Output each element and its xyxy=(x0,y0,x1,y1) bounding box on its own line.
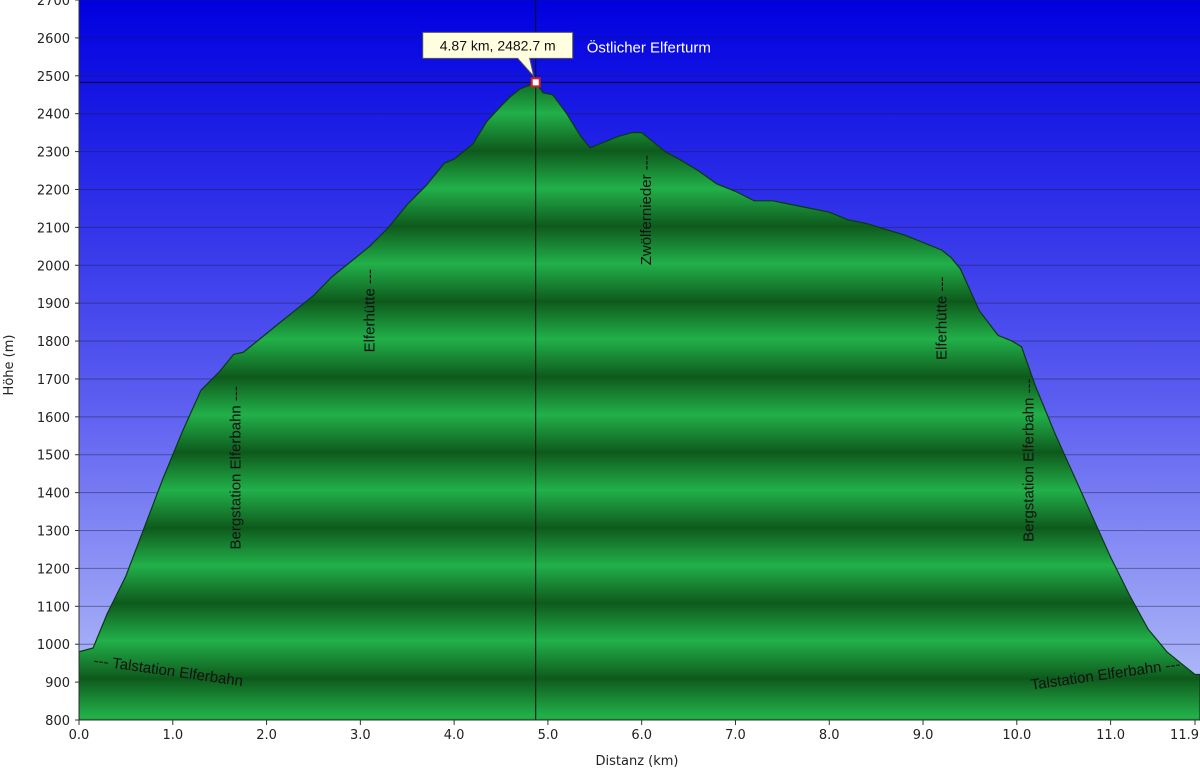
tooltip-box xyxy=(422,31,574,79)
y-tick-label: 1200 xyxy=(37,562,70,577)
x-tick-label: 0.0 xyxy=(69,728,90,743)
waypoint-label: Elferhütte --- xyxy=(361,269,378,352)
y-tick-label: 1000 xyxy=(37,638,70,653)
y-tick-label: 1800 xyxy=(37,335,70,350)
y-tick-label: 2300 xyxy=(37,146,70,161)
tooltip-text: 4.87 km, 2482.7 m xyxy=(440,37,556,53)
y-tick-label: 2100 xyxy=(37,221,70,236)
y-axis-label: Höhe (m) xyxy=(2,335,17,396)
y-tick-label: 800 xyxy=(45,714,70,729)
y-tick-label: 2600 xyxy=(37,32,70,47)
y-tick-label: 2400 xyxy=(37,108,70,123)
peak-marker[interactable] xyxy=(530,77,541,88)
x-tick-label: 11.9 xyxy=(1170,728,1199,743)
waypoint-label: Zwölfernieder --- xyxy=(638,155,655,265)
peak-label: Östlicher Elferturm xyxy=(587,38,711,56)
waypoint-label: Bergstation Elferbahn --- xyxy=(227,386,244,549)
x-axis-label: Distanz (km) xyxy=(596,754,679,769)
y-tick-label: 2700 xyxy=(37,0,70,9)
x-tick-label: 10.0 xyxy=(1002,728,1031,743)
x-tick-label: 6.0 xyxy=(631,728,652,743)
x-tick-label: 5.0 xyxy=(538,728,559,743)
waypoint-label: Elferhütte --- xyxy=(934,277,951,360)
x-tick-label: 1.0 xyxy=(162,728,183,743)
x-tick-label: 8.0 xyxy=(819,728,840,743)
y-tick-label: 2200 xyxy=(37,183,70,198)
y-tick-label: 1700 xyxy=(37,373,70,388)
x-tick-label: 3.0 xyxy=(350,728,371,743)
x-tick-label: 9.0 xyxy=(913,728,934,743)
y-tick-label: 1100 xyxy=(37,600,70,615)
y-tick-label: 2000 xyxy=(37,259,70,274)
y-tick-label: 900 xyxy=(45,676,70,691)
x-axis-ticks: 0.0 1.0 2.0 3.0 4.0 5.0 6.0 7.0 8.0 9.0 10.0 11.0 11… xyxy=(69,720,1199,743)
y-tick-label: 1300 xyxy=(37,525,70,540)
y-tick-label: 1400 xyxy=(37,487,70,502)
y-tick-label: 2500 xyxy=(37,70,70,85)
y-tick-label: 1900 xyxy=(37,297,70,312)
x-tick-label: 11.0 xyxy=(1096,728,1125,743)
y-tick-label: 1600 xyxy=(37,411,70,426)
waypoint-label: Bergstation Elferbahn --- xyxy=(1021,378,1038,541)
tooltip: 4.87 km, 2482.7 m xyxy=(422,31,574,79)
x-tick-label: 7.0 xyxy=(725,728,746,743)
y-tick-label: 1500 xyxy=(37,449,70,464)
x-tick-label: 2.0 xyxy=(256,728,277,743)
x-tick-label: 4.0 xyxy=(444,728,465,743)
elevation-area xyxy=(79,81,1200,720)
y-axis-ticks: 800 900 1000 1100 1200 1300 1400 1500 1600 1700 18… xyxy=(37,0,79,729)
